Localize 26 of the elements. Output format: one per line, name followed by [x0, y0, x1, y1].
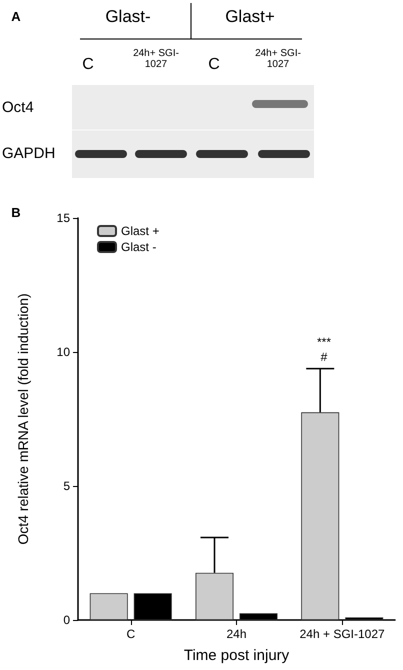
text: C [207, 56, 221, 74]
y-tick-label: 15 [56, 211, 70, 225]
bar [196, 572, 234, 620]
y-axis-title: Oct4 relative mRNA level (fold induction) [15, 293, 31, 545]
text: GAPDH [2, 145, 56, 162]
x-tick-label: C [126, 627, 136, 641]
text: Glast- [104, 7, 152, 27]
text: 24h+ SGI-1027 [132, 48, 180, 70]
y-tick-label: 10 [56, 345, 70, 359]
text: B [10, 205, 22, 220]
legend-label: Glast + [121, 224, 160, 238]
bar [301, 412, 340, 620]
text: Oct4 [2, 99, 35, 116]
x-axis-title: Time post injury [184, 647, 290, 664]
y-tick-label: 0 [63, 613, 70, 627]
text: 24h+ SGI-1027 [254, 48, 302, 70]
bar [90, 593, 128, 620]
y-tick-label: 5 [63, 479, 70, 493]
text: A [10, 9, 22, 24]
legend-label: Glast - [121, 240, 156, 254]
x-tick-label: 24h + SGI-1027 [300, 627, 386, 641]
x-tick-label: 24h [226, 627, 247, 641]
text: C [81, 56, 95, 74]
text: Glast+ [224, 7, 276, 27]
annotation: # [320, 350, 328, 364]
annotation: *** [316, 335, 332, 350]
